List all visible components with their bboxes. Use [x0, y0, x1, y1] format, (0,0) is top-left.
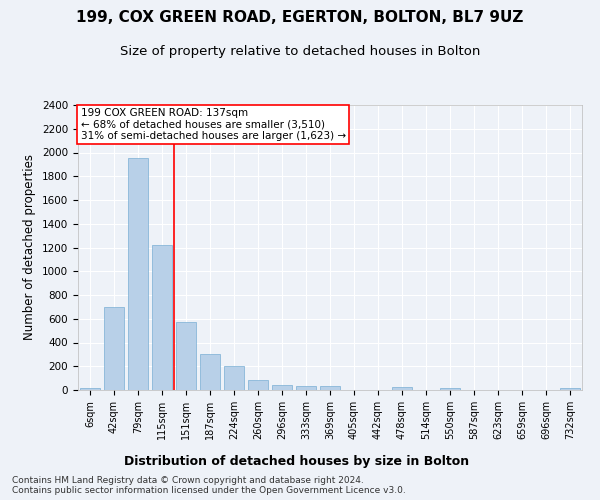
Text: Size of property relative to detached houses in Bolton: Size of property relative to detached ho…: [120, 45, 480, 58]
Bar: [224, 366, 244, 390]
Bar: [152, 245, 172, 390]
Text: Contains HM Land Registry data © Crown copyright and database right 2024.
Contai: Contains HM Land Registry data © Crown c…: [12, 476, 406, 495]
Bar: [104, 307, 124, 390]
Y-axis label: Number of detached properties: Number of detached properties: [23, 154, 37, 340]
Bar: [440, 388, 460, 390]
Bar: [248, 380, 268, 390]
Bar: [560, 388, 580, 390]
Bar: [320, 386, 340, 390]
Bar: [296, 386, 316, 390]
Bar: [200, 354, 220, 390]
Bar: [272, 385, 292, 390]
Bar: [128, 158, 148, 390]
Text: 199 COX GREEN ROAD: 137sqm
← 68% of detached houses are smaller (3,510)
31% of s: 199 COX GREEN ROAD: 137sqm ← 68% of deta…: [80, 108, 346, 141]
Bar: [392, 387, 412, 390]
Bar: [80, 388, 100, 390]
Bar: [176, 322, 196, 390]
Text: Distribution of detached houses by size in Bolton: Distribution of detached houses by size …: [124, 455, 470, 468]
Text: 199, COX GREEN ROAD, EGERTON, BOLTON, BL7 9UZ: 199, COX GREEN ROAD, EGERTON, BOLTON, BL…: [76, 10, 524, 25]
